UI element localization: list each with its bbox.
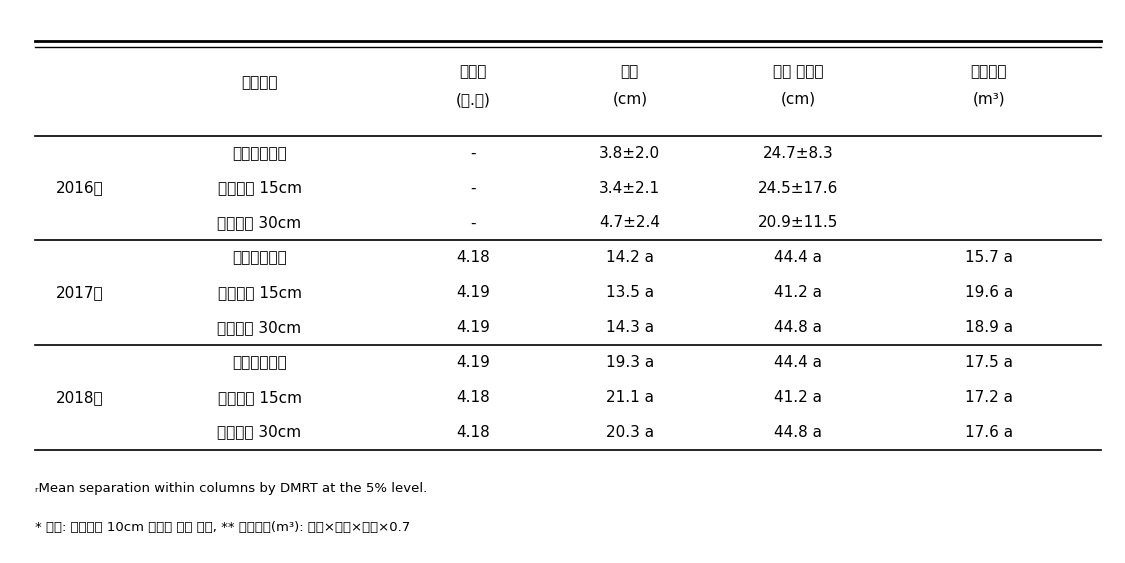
Text: 17.6 a: 17.6 a (965, 425, 1012, 440)
Text: 44.4 a: 44.4 a (774, 251, 822, 265)
Text: 4.19: 4.19 (456, 285, 489, 300)
Text: 2016년: 2016년 (56, 181, 104, 195)
Text: (m³): (m³) (973, 92, 1006, 107)
Text: 20.3 a: 20.3 a (605, 425, 654, 440)
Text: 17.5 a: 17.5 a (965, 355, 1012, 370)
Text: -: - (470, 216, 476, 230)
Text: 4.18: 4.18 (456, 425, 489, 440)
Text: (월.일): (월.일) (456, 92, 490, 107)
Text: 24.5±17.6: 24.5±17.6 (758, 181, 838, 195)
Text: 41.2 a: 41.2 a (774, 390, 822, 405)
Text: 지중점적 30cm: 지중점적 30cm (217, 320, 302, 335)
Text: * 간주: 접목부위 10cm 상단의 주간 둘레, ** 수관용적(m³): 장경×단경×수고×0.7: * 간주: 접목부위 10cm 상단의 주간 둘레, ** 수관용적(m³): … (35, 521, 411, 534)
Text: 지표점적관수: 지표점적관수 (232, 355, 287, 370)
Text: 지표점적관수: 지표점적관수 (232, 146, 287, 161)
Text: 15.7 a: 15.7 a (965, 251, 1012, 265)
Text: 신초 신장량: 신초 신장량 (773, 64, 824, 79)
Text: 13.5 a: 13.5 a (605, 285, 654, 300)
Text: 관수방법: 관수방법 (241, 75, 278, 90)
Text: ᵣMean separation within columns by DMRT at the 5% level.: ᵣMean separation within columns by DMRT … (35, 482, 428, 495)
Text: 간주: 간주 (621, 64, 639, 79)
Text: 14.2 a: 14.2 a (606, 251, 654, 265)
Text: 지중점적 15cm: 지중점적 15cm (217, 285, 302, 300)
Text: 19.6 a: 19.6 a (965, 285, 1014, 300)
Text: 지중점적 30cm: 지중점적 30cm (217, 216, 302, 230)
Text: 24.7±8.3: 24.7±8.3 (763, 146, 834, 161)
Text: 4.7±2.4: 4.7±2.4 (600, 216, 660, 230)
Text: (cm): (cm) (781, 92, 816, 107)
Text: 지표점적관수: 지표점적관수 (232, 251, 287, 265)
Text: -: - (470, 146, 476, 161)
Text: 41.2 a: 41.2 a (774, 285, 822, 300)
Text: 14.3 a: 14.3 a (605, 320, 654, 335)
Text: 3.4±2.1: 3.4±2.1 (600, 181, 660, 195)
Text: 2017년: 2017년 (56, 285, 104, 300)
Text: 44.4 a: 44.4 a (774, 355, 822, 370)
Text: 17.2 a: 17.2 a (965, 390, 1012, 405)
Text: 4.18: 4.18 (456, 251, 489, 265)
Text: 19.3 a: 19.3 a (605, 355, 654, 370)
Text: -: - (470, 181, 476, 195)
Text: 지중점적 15cm: 지중점적 15cm (217, 390, 302, 405)
Text: 3.8±2.0: 3.8±2.0 (600, 146, 660, 161)
Text: 지중점적 30cm: 지중점적 30cm (217, 425, 302, 440)
Text: 20.9±11.5: 20.9±11.5 (758, 216, 838, 230)
Text: 44.8 a: 44.8 a (774, 425, 822, 440)
Text: 4.19: 4.19 (456, 320, 489, 335)
Text: 4.19: 4.19 (456, 355, 489, 370)
Text: 4.18: 4.18 (456, 390, 489, 405)
Text: 18.9 a: 18.9 a (965, 320, 1012, 335)
Text: 2018년: 2018년 (56, 390, 104, 405)
Text: 지중점적 15cm: 지중점적 15cm (217, 181, 302, 195)
Text: (cm): (cm) (612, 92, 647, 107)
Text: 44.8 a: 44.8 a (774, 320, 822, 335)
Text: 개화기: 개화기 (459, 64, 486, 79)
Text: 수관용적: 수관용적 (971, 64, 1007, 79)
Text: 21.1 a: 21.1 a (606, 390, 654, 405)
